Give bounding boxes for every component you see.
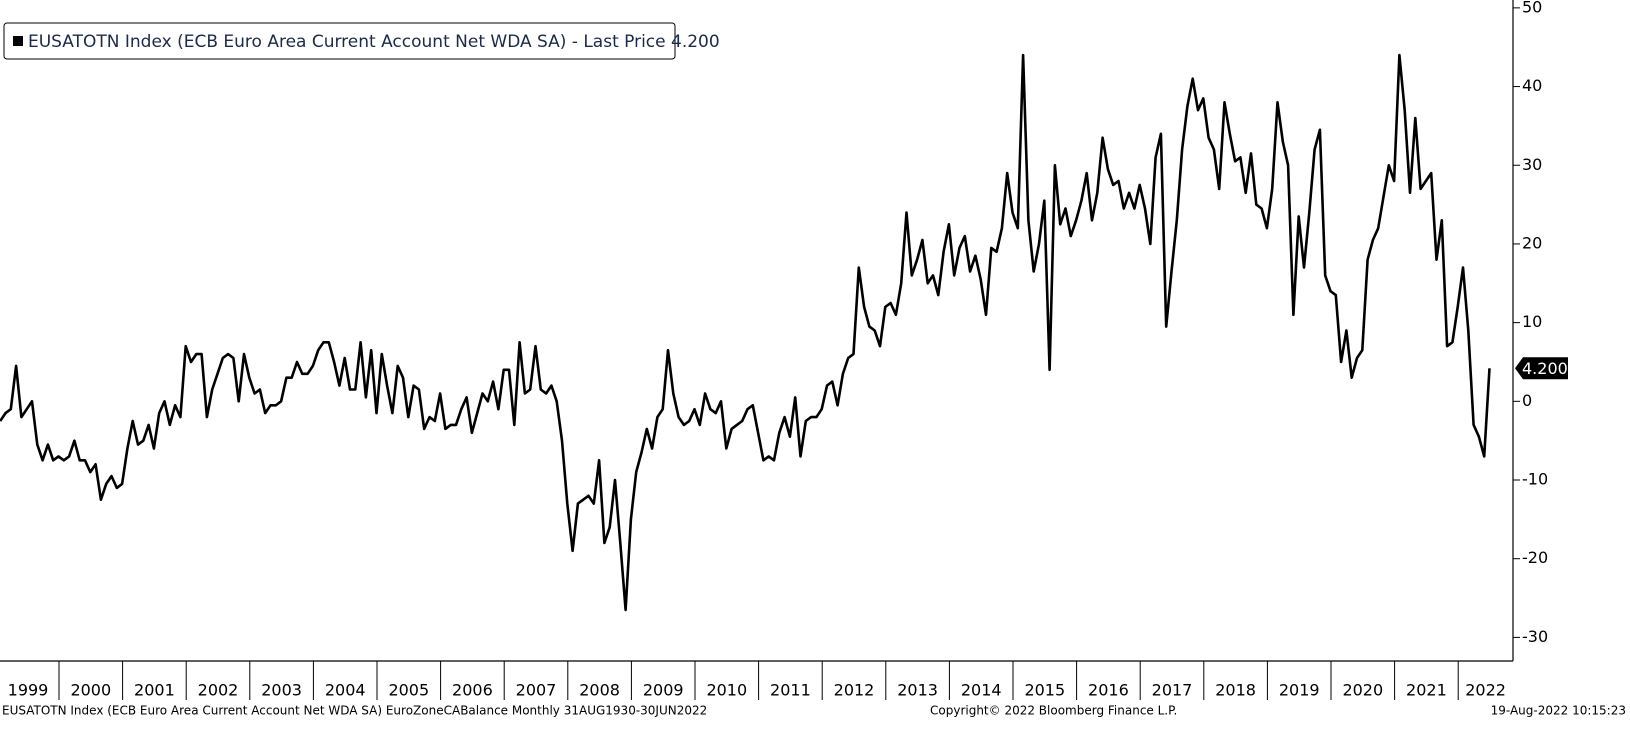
y-tick-label: -20 [1522, 548, 1548, 567]
y-tick-label: 50 [1522, 0, 1542, 16]
x-tick-label: 2006 [452, 681, 493, 700]
x-tick-label: 2022 [1465, 681, 1506, 700]
footer-left: EUSATOTN Index (ECB Euro Area Current Ac… [2, 704, 707, 718]
x-tick-label: 2019 [1279, 681, 1320, 700]
x-tick-label: 2001 [134, 681, 175, 700]
y-tick-label: -30 [1522, 627, 1548, 646]
x-tick-label: 2015 [1024, 681, 1065, 700]
x-tick-label: 2005 [388, 681, 429, 700]
x-tick-label: 2013 [897, 681, 938, 700]
y-tick-label: 0 [1522, 391, 1532, 410]
y-tick-label: 20 [1522, 233, 1542, 252]
x-tick-label: 2004 [325, 681, 366, 700]
x-tick-label: 2000 [70, 681, 111, 700]
footer-center: Copyright© 2022 Bloomberg Finance L.P. [930, 704, 1177, 718]
x-tick-label: 2017 [1152, 681, 1193, 700]
x-tick-label: 2012 [834, 681, 875, 700]
y-tick-label: 30 [1522, 155, 1542, 174]
footer-right: 19-Aug-2022 10:15:23 [1491, 704, 1626, 718]
x-tick-label: 2014 [961, 681, 1002, 700]
data-line [0, 53, 1491, 612]
last-price-tag [1515, 357, 1568, 380]
x-tick-label: 2008 [579, 681, 620, 700]
x-tick-label: 2018 [1215, 681, 1256, 700]
legend-label: EUSATOTN Index (ECB Euro Area Current Ac… [28, 32, 720, 52]
legend-box [3, 22, 676, 60]
x-tick-label: 2002 [198, 681, 239, 700]
x-tick-label: 1999 [8, 681, 49, 700]
legend: EUSATOTN Index (ECB Euro Area Current Ac… [3, 22, 720, 60]
x-tick-label: 2007 [516, 681, 557, 700]
x-tick-label: 2021 [1406, 681, 1447, 700]
last-price-label: 4.200 [1522, 359, 1568, 378]
x-tick-label: 2011 [770, 681, 811, 700]
y-tick-label: -10 [1522, 470, 1548, 489]
x-tick-label: 2016 [1088, 681, 1129, 700]
x-tick-label: 2020 [1342, 681, 1383, 700]
x-tick-label: 2010 [706, 681, 747, 700]
legend-swatch [13, 36, 23, 46]
y-tick-label: 10 [1522, 312, 1542, 331]
y-tick-label: 40 [1522, 76, 1542, 95]
x-tick-label: 2003 [261, 681, 302, 700]
x-tick-label: 2009 [643, 681, 684, 700]
